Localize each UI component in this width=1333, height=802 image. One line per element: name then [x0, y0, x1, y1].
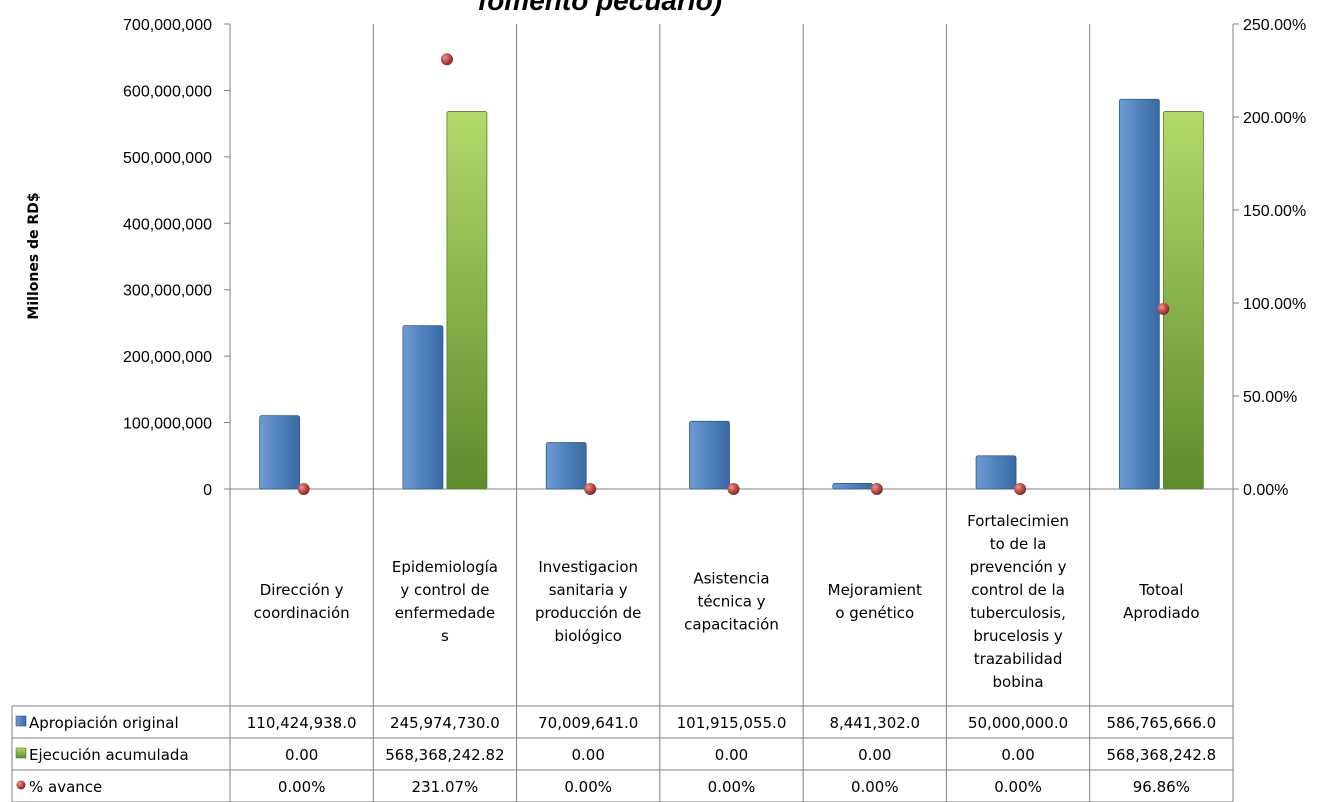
category-label: Asistencia [693, 570, 769, 588]
table-cell: 0.00% [994, 778, 1042, 796]
category-label: brucelosis y [973, 627, 1063, 645]
category-label: trazabilidad [974, 650, 1063, 668]
table-series-name: % avance [29, 778, 102, 796]
table-cell: 0.00% [708, 778, 756, 796]
y2-tick-label: 200.00% [1243, 110, 1306, 127]
category-label: técnica y [697, 593, 765, 611]
table-cell: 101,915,055.0 [677, 714, 787, 732]
point-avance [1157, 302, 1170, 315]
bar-ejecucion-acumulada [1162, 111, 1204, 490]
category-label: Dirección y [260, 581, 344, 599]
bar-apropiacion-original [689, 420, 730, 490]
category-label: s [441, 627, 449, 645]
y-tick-label: 500,000,000 [123, 150, 212, 167]
table-cell: 0.00 [285, 746, 318, 764]
category-label: coordinación [254, 604, 350, 622]
legend-key [16, 780, 26, 790]
chart-title: fomento pecuario) [478, 0, 722, 16]
bar-apropiacion-original [832, 482, 874, 490]
y2-tick-label: 250.00% [1243, 17, 1306, 34]
table-cell: 0.00 [715, 746, 748, 764]
category-label: producción de [535, 604, 641, 622]
y-tick-label: 700,000,000 [123, 17, 212, 34]
category-label: o genético [835, 604, 914, 622]
bar-apropiacion-original [1118, 98, 1160, 490]
y-tick-label: 300,000,000 [123, 283, 212, 300]
category-label: y control de [400, 581, 489, 599]
category-label: control de la [971, 581, 1065, 599]
table-cell: 0.00 [858, 746, 891, 764]
legend-key [15, 747, 27, 759]
table-series-name: Apropiación original [29, 714, 179, 732]
point-avance [297, 483, 310, 495]
bar-apropiacion-original [545, 442, 587, 490]
table-cell: 231.07% [412, 778, 479, 796]
category-label: biológico [555, 627, 622, 645]
bar-apropiacion-original [402, 325, 444, 490]
category-label: Investigacion [538, 558, 638, 576]
category-label: sanitaria y [549, 581, 628, 599]
y2-tick-label: 100.00% [1243, 296, 1306, 313]
bar-ejecucion-acumulada [446, 111, 488, 490]
table-cell: 96.86% [1133, 778, 1190, 796]
table-cell: 0.00% [564, 778, 612, 796]
table-cell: 110,424,938.0 [247, 714, 357, 732]
category-label: to de la [990, 535, 1047, 553]
y2-tick-label: 150.00% [1243, 203, 1306, 220]
y-tick-label: 0 [203, 482, 212, 499]
table-series-name: Ejecución acumulada [29, 746, 189, 764]
table-cell: 70,009,641.0 [538, 714, 638, 732]
category-label: enfermedade [395, 604, 495, 622]
table-cell: 0.00 [572, 746, 605, 764]
category-label: Epidemiología [392, 558, 498, 576]
y-tick-label: 200,000,000 [123, 349, 212, 366]
point-avance [1014, 483, 1027, 495]
y-tick-label: 100,000,000 [123, 416, 212, 433]
table-cell: 568,368,242.8 [1106, 746, 1216, 764]
point-avance [727, 483, 740, 495]
point-avance [440, 53, 453, 66]
category-label: capacitación [684, 616, 779, 634]
y-axis-label: Millones de RD$ [26, 192, 42, 319]
y-tick-label: 400,000,000 [123, 216, 212, 233]
table-cell: 0.00% [851, 778, 899, 796]
bar-apropiacion-original [975, 455, 1017, 490]
category-label: prevención y [970, 558, 1067, 576]
category-label: Fortalecimien [967, 512, 1069, 530]
table-cell: 586,765,666.0 [1106, 714, 1216, 732]
category-label: tuberculosis, [970, 604, 1066, 622]
table-cell: 0.00 [1001, 746, 1034, 764]
table-cell: 245,974,730.0 [390, 714, 500, 732]
category-label: Totoal [1138, 581, 1183, 599]
legend-key [15, 715, 27, 727]
point-avance [584, 483, 597, 495]
table-cell: 50,000,000.0 [968, 714, 1068, 732]
category-label: Aprodiado [1123, 604, 1199, 622]
bar-apropiacion-original [259, 415, 301, 490]
table-cell: 568,368,242.82 [385, 746, 504, 764]
table-cell: 8,441,302.0 [829, 714, 920, 732]
category-label: bobina [993, 673, 1044, 691]
table-cell: 0.00% [278, 778, 326, 796]
y2-tick-label: 0.00% [1243, 482, 1288, 499]
y-tick-label: 600,000,000 [123, 83, 212, 100]
category-label: Mejoramient [828, 581, 922, 599]
y2-tick-label: 50.00% [1243, 389, 1297, 406]
point-avance [870, 483, 883, 495]
